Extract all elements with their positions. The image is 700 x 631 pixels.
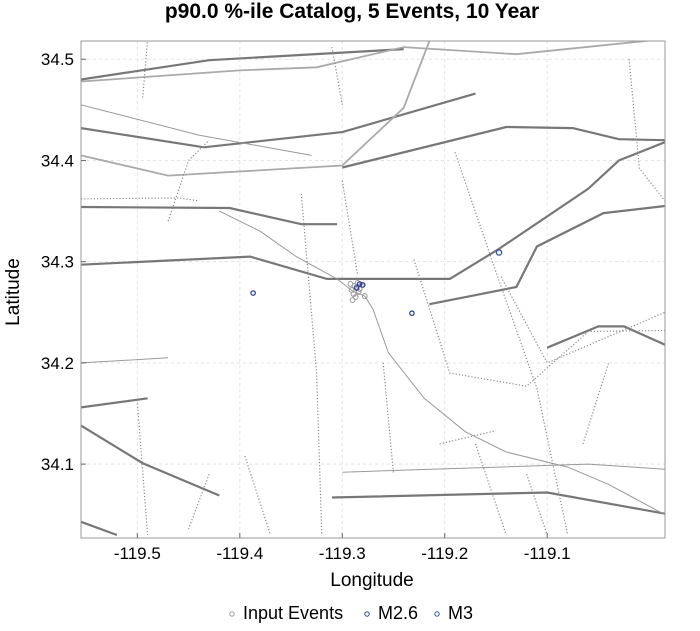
dotted-line-9: [582, 362, 610, 445]
dotted-line-13: [628, 59, 665, 202]
dotted-line-3: [331, 46, 343, 105]
y-tick-label: 34.4: [41, 151, 74, 170]
point-m2-6-3: [353, 285, 360, 291]
coast-line-2: [342, 463, 665, 473]
dotted-line-0: [81, 197, 199, 202]
x-tick-label: -119.3: [319, 544, 366, 563]
faults-dark-line-6: [81, 397, 148, 409]
point-input-events-9: [361, 293, 368, 299]
faults-dark-line-3: [81, 141, 665, 280]
legend-item-m2-6: M2.6: [364, 603, 418, 623]
coast-line-1: [81, 104, 312, 156]
chart-title: p90.0 %-ile Catalog, 5 Events, 10 Year: [165, 0, 539, 23]
point-m2-6-0: [250, 290, 256, 296]
coast-line-3: [81, 357, 169, 364]
dotted-line-14: [188, 473, 210, 530]
event-points: [250, 249, 503, 317]
point-m2-6-2: [356, 281, 363, 287]
y-tick-label: 34.3: [41, 253, 74, 272]
faults-dark-line-1: [81, 92, 476, 149]
legend-marker-m2-6: [364, 611, 370, 617]
y-tick-label: 34.1: [41, 455, 74, 474]
point-input-events-6: [349, 297, 356, 304]
legend-marker-m3: [434, 611, 440, 617]
faults-dark-line-7: [81, 424, 220, 497]
legend-item-m3: M3: [434, 603, 473, 623]
faults-dark-line-10: [331, 491, 665, 515]
legend-item-input-events: Input Events: [229, 603, 343, 623]
y-tick-label: 34.5: [41, 50, 74, 69]
x-axis-ticks: -119.5 -119.4 -119.3 -119.2 -119.1: [114, 533, 571, 563]
legend-label-m3: M3: [448, 603, 473, 623]
coast-line-0: [219, 210, 665, 516]
x-tick-label: -119.1: [524, 544, 571, 563]
legend-label-input-events: Input Events: [243, 603, 343, 623]
x-tick-label: -119.4: [216, 544, 263, 563]
faults-dark-line-0: [81, 48, 404, 81]
point-m2-6-4: [359, 282, 366, 288]
map-lines: [81, 41, 665, 537]
faults-dark-line-2: [81, 205, 338, 226]
dotted-line-4: [136, 403, 149, 536]
point-input-events-5: [352, 294, 359, 300]
dotted-line-2: [141, 41, 149, 100]
x-axis-label: Longitude: [330, 570, 413, 591]
point-input-events-10: [347, 281, 354, 287]
legend-label-m2-6: M2.6: [378, 603, 418, 623]
faults-dark-line-8: [81, 520, 118, 537]
x-tick-label: -119.5: [114, 544, 161, 563]
point-m3-0: [495, 249, 503, 256]
dotted-line-7: [300, 193, 323, 536]
dotted-line-11: [500, 276, 665, 364]
faults-light-line-1: [81, 41, 431, 177]
grid-lines: [81, 41, 665, 538]
dotted-line-8: [439, 430, 497, 445]
plot-area: [81, 41, 665, 538]
point-m2-6-1: [409, 310, 415, 317]
faults-light-line-0: [81, 41, 655, 83]
dotted-line-15: [382, 362, 395, 475]
faults-dark-line-5: [429, 204, 665, 306]
legend-marker-input-events: [229, 611, 235, 617]
dotted-line-1: [167, 139, 210, 222]
legend: Input Events M2.6 M3: [229, 603, 473, 623]
y-axis-ticks: 34.1 34.2 34.3 34.4 34.5: [41, 50, 86, 474]
faults-dark-line-9: [546, 325, 665, 349]
dotted-line-16: [474, 443, 507, 536]
dotted-line-17: [526, 474, 548, 536]
y-axis-label: Latitude: [3, 258, 24, 326]
dotted-line-12: [413, 259, 665, 387]
plot-frame: [80, 40, 666, 539]
faults-dark-line-4: [342, 125, 665, 169]
y-tick-label: 34.2: [41, 354, 74, 373]
x-tick-label: -119.2: [421, 544, 468, 563]
dotted-line-5: [244, 455, 272, 536]
